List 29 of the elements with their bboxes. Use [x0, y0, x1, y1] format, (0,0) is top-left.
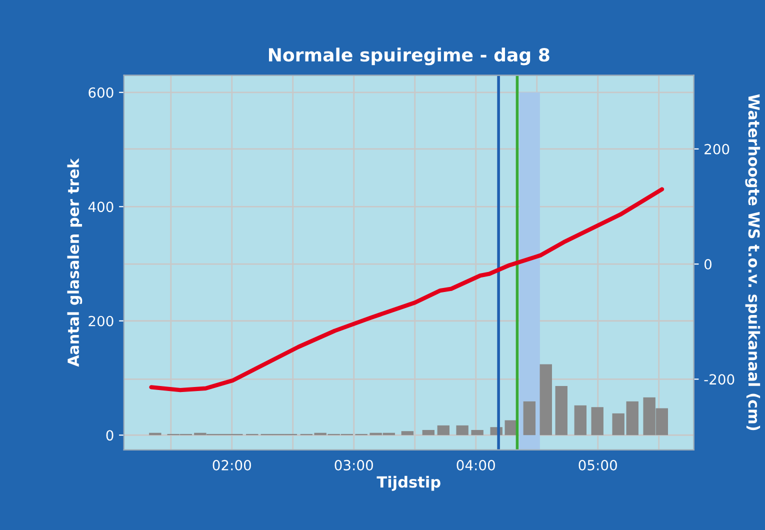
x-tick-label: 03:00 — [334, 460, 373, 470]
bar — [591, 407, 604, 436]
bar — [523, 401, 536, 436]
line-series — [149, 187, 664, 392]
y2-tick-label: 0 — [704, 259, 712, 270]
x-tick-label: 04:00 — [456, 460, 495, 470]
x-axis-title: Tijdstip — [376, 476, 440, 491]
y2-tick-label: 200 — [704, 144, 730, 154]
bar — [626, 401, 638, 436]
chart-title: Normale spuiregime - dag 8 — [268, 48, 550, 66]
bar — [437, 425, 450, 436]
bar — [612, 413, 624, 436]
y-tick-label: 600 — [88, 87, 114, 98]
bar — [540, 364, 552, 436]
y-tick-label: 200 — [88, 316, 114, 326]
bar — [555, 386, 568, 436]
x-tick-label: 05:00 — [578, 460, 617, 470]
y2-tick-label: -200 — [704, 374, 734, 385]
bar — [456, 425, 468, 436]
y-axis-title: Aantal glasalen per trek — [67, 158, 82, 367]
y-tick-label: 0 — [106, 430, 114, 441]
bar — [422, 430, 435, 436]
y2-axis-title: Waterhoogte WS t.o.v. spuikanaal (cm) — [745, 94, 760, 430]
bar — [574, 405, 587, 436]
bar — [149, 432, 162, 436]
x-tick-label: 02:00 — [212, 460, 251, 470]
bar — [471, 430, 484, 436]
y-tick-label: 400 — [88, 202, 114, 212]
bar — [401, 431, 414, 436]
